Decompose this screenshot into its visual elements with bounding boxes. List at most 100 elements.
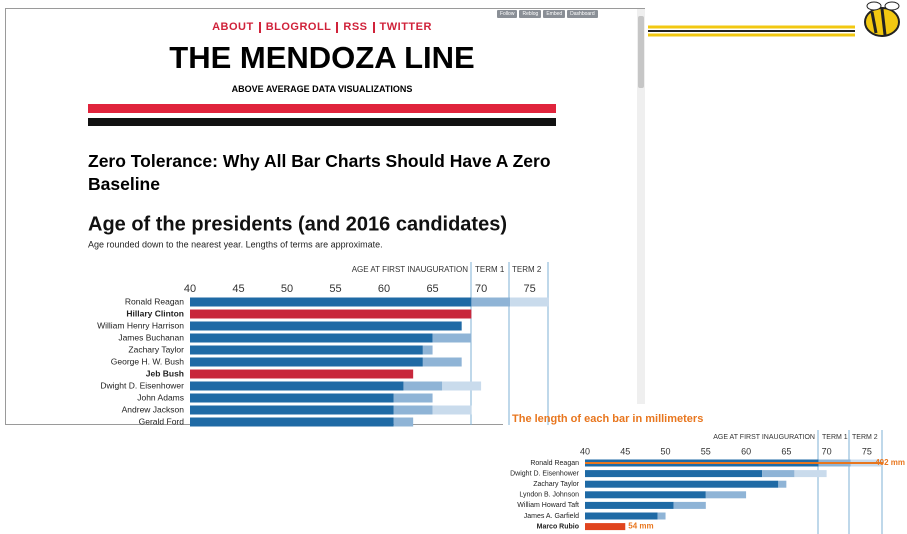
bar — [190, 417, 394, 427]
x-tick-label: 40 — [580, 446, 590, 456]
category-label: Ronald Reagan — [530, 460, 579, 467]
category-label: Jeb Bush — [146, 368, 184, 378]
toolbar-button[interactable]: Dashboard — [567, 10, 598, 18]
article-title[interactable]: Zero Tolerance: Why All Bar Charts Shoul… — [88, 151, 551, 194]
category-label: Zachary Taylor — [533, 481, 579, 488]
x-tick-label: 45 — [232, 283, 244, 295]
bar — [673, 501, 706, 509]
bar — [422, 357, 462, 367]
category-label: Gerald Ford — [139, 416, 185, 426]
bar — [190, 405, 394, 415]
chart-title: Age of the presidents (and 2016 candidat… — [88, 213, 507, 235]
bar — [705, 491, 747, 499]
column-header: AGE AT FIRST INAUGURATION — [352, 265, 469, 274]
nav: ABOUT BLOGROLL RSS TWITTER — [88, 22, 556, 33]
column-header: TERM 1 — [822, 434, 848, 441]
x-tick-label: 55 — [329, 283, 341, 295]
category-label: Marco Rubio — [537, 523, 579, 530]
bar — [190, 309, 472, 319]
bar — [762, 470, 795, 478]
toolbar-button[interactable]: Follow — [497, 10, 518, 18]
bar — [190, 345, 423, 355]
category-label: Hillary Clinton — [126, 308, 184, 318]
bar — [393, 393, 433, 403]
chart-title: The length of each bar in millimeters — [512, 413, 703, 425]
bar — [190, 381, 404, 391]
bar — [471, 297, 511, 307]
x-tick-label: 65 — [781, 446, 791, 456]
category-label: George H. W. Bush — [111, 356, 184, 366]
bar — [393, 405, 433, 415]
category-label: James Buchanan — [118, 332, 184, 342]
category-label: Dwight D. Eisenhower — [100, 380, 184, 390]
annotation: 402 mm — [875, 458, 905, 467]
nav-link[interactable]: BLOGROLL — [258, 22, 337, 33]
bar — [403, 381, 443, 391]
toolbar-button[interactable]: Embed — [543, 10, 566, 18]
category-label: Lyndon B. Johnson — [519, 492, 579, 499]
category-label: John Adams — [137, 392, 184, 402]
bar — [190, 333, 433, 343]
toolbar: Follow Reblog Embed Dashboard — [497, 10, 598, 18]
bar — [585, 491, 706, 499]
category-label: William Howard Taft — [517, 502, 579, 509]
chart-panel — [503, 404, 907, 534]
bar — [585, 523, 626, 531]
tagline: ABOVE AVERAGE DATA VISUALIZATIONS — [231, 84, 413, 94]
nav-link[interactable]: ABOUT — [212, 21, 254, 33]
x-tick-label: 40 — [184, 283, 196, 295]
bar — [190, 357, 423, 367]
bar — [190, 321, 462, 331]
category-label: Ronald Reagan — [125, 296, 184, 306]
x-tick-label: 75 — [862, 446, 872, 456]
logo — [864, 1, 900, 37]
column-header: TERM 2 — [852, 434, 878, 441]
bar — [585, 512, 658, 520]
blog-title[interactable]: THE MENDOZA LINE — [169, 40, 475, 75]
category-label: Dwight D. Eisenhower — [510, 470, 580, 477]
bar — [190, 297, 472, 307]
column-header: TERM 1 — [475, 265, 505, 274]
bar — [190, 369, 414, 379]
x-tick-label: 55 — [701, 446, 711, 456]
rule — [88, 118, 556, 126]
bar — [585, 470, 763, 478]
bar — [585, 501, 674, 509]
x-tick-label: 75 — [523, 283, 535, 295]
x-tick-label: 50 — [661, 446, 671, 456]
browser-window — [5, 8, 645, 425]
bar — [794, 470, 827, 478]
bar — [442, 381, 482, 391]
nav-link[interactable]: RSS — [336, 22, 372, 33]
bar — [778, 480, 787, 488]
bar — [432, 333, 472, 343]
category-label: William Henry Harrison — [97, 320, 184, 330]
x-tick-label: 70 — [822, 446, 832, 456]
chart-subtitle: Age rounded down to the nearest year. Le… — [88, 239, 383, 249]
bar — [657, 512, 666, 520]
rule — [88, 104, 556, 113]
category-label: Andrew Jackson — [122, 404, 185, 414]
scrollbar[interactable] — [637, 9, 645, 424]
x-tick-label: 70 — [475, 283, 487, 295]
category-label: James A. Garfield — [524, 513, 579, 520]
toolbar-button[interactable]: Reblog — [519, 10, 542, 18]
x-tick-label: 60 — [741, 446, 751, 456]
annotation: 54 mm — [628, 522, 653, 531]
nav-link[interactable]: TWITTER — [372, 22, 437, 33]
bar — [585, 480, 779, 488]
bar — [432, 405, 472, 415]
bar — [422, 345, 433, 355]
bar — [510, 297, 549, 307]
bar — [393, 417, 414, 427]
scrollbar-thumb[interactable] — [638, 16, 644, 88]
x-tick-label: 45 — [620, 446, 630, 456]
column-header: AGE AT FIRST INAUGURATION — [713, 434, 815, 441]
category-label: Zachary Taylor — [128, 344, 184, 354]
x-tick-label: 50 — [281, 283, 293, 295]
x-tick-label: 60 — [378, 283, 390, 295]
x-tick-label: 65 — [426, 283, 438, 295]
bar — [190, 393, 394, 403]
